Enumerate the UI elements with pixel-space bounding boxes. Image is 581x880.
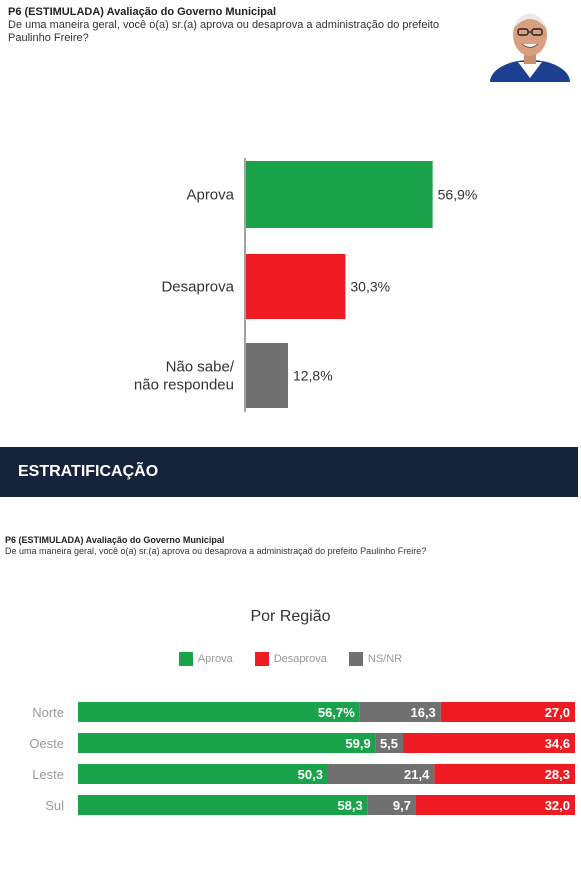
segment-label-oeste-aprova: 59,9 xyxy=(345,736,370,751)
segment-oeste-desaprova xyxy=(403,733,575,753)
legend-swatch-aprova xyxy=(178,652,193,666)
segment-label-sul-ns-nr: 9,7 xyxy=(393,798,411,813)
legend-item-aprova: Aprova xyxy=(178,652,233,666)
legend-swatch-desaprova xyxy=(254,652,269,666)
segment-oeste-aprova xyxy=(78,733,376,753)
segment-label-norte-ns-nr: 16,3 xyxy=(410,705,435,720)
question-title: P6 (ESTIMULADA) Avaliação do Governo Mun… xyxy=(8,6,277,18)
segment-label-sul-aprova: 58,3 xyxy=(337,798,362,813)
region-chart: Norte 56,7% 16,3 27,0 Oeste 59,9 5,5 34,6 Leste 5… xyxy=(29,702,575,815)
segment-label-oeste-ns-nr: 5,5 xyxy=(380,736,398,751)
region-chart-title: Por Região xyxy=(250,608,331,625)
approval-chart: Aprova 56,9% Desaprova 30,3% Não sabe/não re… xyxy=(134,158,478,412)
region-label-oeste: Oeste xyxy=(29,736,64,751)
legend-label-nsnr: NS/NR xyxy=(367,653,403,665)
segment-oeste-ns-nr xyxy=(375,733,404,753)
mayor-photo xyxy=(490,14,570,82)
value-label-nao-sabe: 12,8% xyxy=(293,368,333,384)
legend-item-desaprova: Desaprova xyxy=(254,652,327,666)
segment-leste-desaprova xyxy=(434,764,575,784)
category-label-aprova: Aprova xyxy=(186,187,234,204)
segment-norte-desaprova xyxy=(440,702,575,722)
segment-sul-aprova xyxy=(78,795,368,815)
segment-label-leste-aprova: 50,3 xyxy=(298,767,323,782)
segment-leste-ns-nr xyxy=(327,764,435,784)
stratification-banner: ESTRATIFICAÇÃO xyxy=(0,447,578,497)
section2-question-title: P6 (ESTIMULADA) Avaliação do Governo Mun… xyxy=(5,535,225,545)
region-chart-legend: Aprova Desaprova NS/NR xyxy=(0,652,581,666)
legend-label-desaprova: Desaprova xyxy=(273,653,327,665)
value-label-desaprova: 30,3% xyxy=(350,279,390,295)
region-label-norte: Norte xyxy=(32,705,64,720)
legend-label-aprova: Aprova xyxy=(197,653,233,665)
bar-desaprova xyxy=(246,254,346,319)
segment-label-sul-desaprova: 32,0 xyxy=(545,798,570,813)
segment-label-norte-desaprova: 27,0 xyxy=(545,705,570,720)
segment-sul-desaprova xyxy=(415,795,575,815)
category-label-nao-sabe: Não sabe/não respondeu xyxy=(134,359,235,394)
segment-leste-aprova xyxy=(78,764,328,784)
category-label-desaprova: Desaprova xyxy=(161,279,234,296)
region-label-leste: Leste xyxy=(32,767,64,782)
segment-label-leste-desaprova: 28,3 xyxy=(545,767,570,782)
segment-norte-aprova xyxy=(78,702,360,722)
segment-norte-ns-nr xyxy=(359,702,441,722)
legend-swatch-nsnr xyxy=(348,652,363,666)
bar-aprova xyxy=(246,161,433,228)
segment-label-oeste-desaprova: 34,6 xyxy=(545,736,570,751)
segment-sul-ns-nr xyxy=(367,795,416,815)
value-label-aprova: 56,9% xyxy=(438,187,478,203)
legend-item-nsnr: NS/NR xyxy=(348,652,403,666)
section2-question-text: De uma maneira geral, você o(a) sr.(a) a… xyxy=(5,546,427,556)
bar-nao-sabe xyxy=(246,343,288,408)
segment-label-leste-ns-nr: 21,4 xyxy=(404,767,430,782)
region-label-sul: Sul xyxy=(45,798,64,813)
segment-label-norte-aprova: 56,7% xyxy=(318,705,355,720)
question-text: De uma maneira geral, você o(a) sr.(a) a… xyxy=(8,19,440,44)
